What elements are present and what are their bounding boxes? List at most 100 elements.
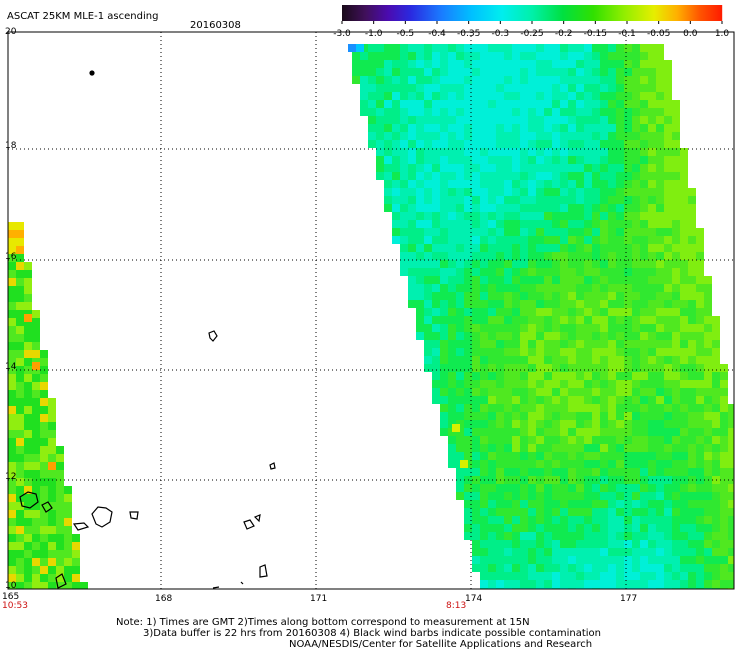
colorbar-swatch	[625, 5, 627, 21]
colorbar-swatch	[590, 5, 592, 21]
colorbar-swatch	[553, 5, 555, 21]
colorbar-swatch	[585, 5, 587, 21]
colorbar-swatch	[584, 5, 586, 21]
colorbar-swatch	[511, 5, 513, 21]
colorbar-swatch	[525, 5, 527, 21]
colorbar-swatch	[426, 5, 428, 21]
colorbar-swatch	[493, 5, 495, 21]
colorbar-swatch	[637, 5, 639, 21]
colorbar-swatch	[615, 5, 617, 21]
colorbar-label: -0.35	[457, 29, 480, 39]
colorbar-swatch	[441, 5, 443, 21]
colorbar-swatch	[531, 5, 533, 21]
colorbar-swatch	[405, 5, 407, 21]
colorbar-swatch	[483, 5, 485, 21]
island	[55, 573, 67, 589]
colorbar-swatch	[389, 5, 391, 21]
colorbar-swatch	[704, 5, 706, 21]
colorbar-swatch	[515, 5, 517, 21]
colorbar-swatch	[705, 5, 707, 21]
colorbar-swatch	[687, 5, 689, 21]
colorbar-swatch	[666, 5, 668, 21]
colorbar-swatch	[472, 5, 474, 21]
colorbar-swatch	[669, 5, 671, 21]
colorbar-swatch	[702, 5, 704, 21]
colorbar-label: -0.3	[492, 29, 510, 39]
colorbar-swatch	[378, 5, 380, 21]
product-date: 20160308	[190, 20, 241, 31]
pass-time-left: 10:53	[2, 601, 28, 611]
colorbar-swatch	[609, 5, 611, 21]
colorbar-swatch	[466, 5, 468, 21]
colorbar-swatch	[581, 5, 583, 21]
colorbar-swatch	[402, 5, 404, 21]
colorbar-swatch	[397, 5, 399, 21]
colorbar-swatch	[656, 5, 658, 21]
colorbar-label: -0.25	[520, 29, 543, 39]
colorbar-swatch	[611, 5, 613, 21]
colorbar-swatch	[452, 5, 454, 21]
colorbar-swatch	[450, 5, 452, 21]
colorbar-swatch	[708, 5, 710, 21]
colorbar-swatch	[561, 5, 563, 21]
colorbar-swatch	[703, 5, 705, 21]
colorbar-swatch	[473, 5, 475, 21]
colorbar-swatch	[642, 5, 644, 21]
colorbar-swatch	[430, 5, 432, 21]
colorbar-swatch	[368, 5, 370, 21]
colorbar-swatch	[686, 5, 688, 21]
colorbar-swatch	[529, 5, 531, 21]
colorbar-swatch	[448, 5, 450, 21]
colorbar-swatch	[464, 5, 466, 21]
x-tick-label: 174	[465, 594, 483, 604]
colorbar-swatch	[574, 5, 576, 21]
colorbar-swatch	[371, 5, 373, 21]
colorbar-swatch	[599, 5, 601, 21]
y-tick-label: 12	[5, 472, 17, 482]
island	[253, 514, 261, 523]
colorbar-swatch	[652, 5, 654, 21]
colorbar-swatch	[490, 5, 492, 21]
colorbar-swatch	[616, 5, 618, 21]
colorbar-swatch	[445, 5, 447, 21]
colorbar-swatch	[396, 5, 398, 21]
colorbar-swatch	[572, 5, 574, 21]
colorbar-swatch	[478, 5, 480, 21]
island	[269, 462, 276, 470]
island	[89, 70, 95, 76]
colorbar-swatch	[465, 5, 467, 21]
colorbar-swatch	[374, 5, 376, 21]
colorbar-swatch	[380, 5, 382, 21]
colorbar-swatch	[436, 5, 438, 21]
colorbar-label: -0.1	[618, 29, 636, 39]
colorbar-swatch	[496, 5, 498, 21]
colorbar-swatch	[566, 5, 568, 21]
colorbar-swatch	[474, 5, 476, 21]
island	[259, 564, 268, 578]
colorbar-swatch	[716, 5, 718, 21]
colorbar-swatch	[523, 5, 525, 21]
colorbar: -3.0 -1.0 -0.5 -0.4 -0.35 -0.3 -0.25 -0.2 -0.15 -…	[333, 5, 729, 39]
colorbar-swatch	[420, 5, 422, 21]
colorbar-swatch	[437, 5, 439, 21]
colorbar-swatch	[580, 5, 582, 21]
colorbar-swatch	[653, 5, 655, 21]
colorbar-swatch	[589, 5, 591, 21]
colorbar-swatch	[446, 5, 448, 21]
colorbar-swatch	[481, 5, 483, 21]
colorbar-swatch	[438, 5, 440, 21]
colorbar-swatch	[347, 5, 349, 21]
colorbar-swatch	[435, 5, 437, 21]
colorbar-swatch	[576, 5, 578, 21]
colorbar-swatch	[636, 5, 638, 21]
colorbar-swatch	[597, 5, 599, 21]
colorbar-swatch	[393, 5, 395, 21]
colorbar-swatch	[683, 5, 685, 21]
colorbar-swatch	[471, 5, 473, 21]
colorbar-swatch	[614, 5, 616, 21]
y-tick-label: 20	[5, 27, 17, 37]
colorbar-swatch	[447, 5, 449, 21]
colorbar-swatch	[592, 5, 594, 21]
colorbar-swatch	[603, 5, 605, 21]
colorbar-swatch	[399, 5, 401, 21]
